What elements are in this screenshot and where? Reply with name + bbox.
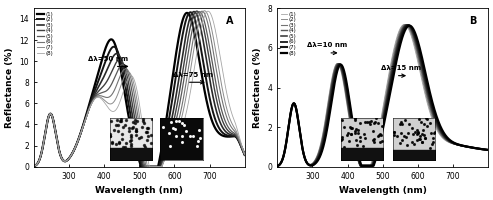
Y-axis label: Reflectance (%): Reflectance (%) <box>5 47 14 128</box>
Text: Δλ=15 nm: Δλ=15 nm <box>381 65 421 71</box>
X-axis label: Wavelength (nm): Wavelength (nm) <box>95 186 183 195</box>
Text: A: A <box>226 16 233 26</box>
Text: Δλ=10 nm: Δλ=10 nm <box>307 42 348 48</box>
Text: Δλ=75 nm: Δλ=75 nm <box>173 72 213 78</box>
Legend: (1), (2), (3), (4), (5), (6), (7), (8): (1), (2), (3), (4), (5), (6), (7), (8) <box>36 11 53 56</box>
Text: B: B <box>469 16 477 26</box>
Legend: (1), (2), (3), (4), (5), (6), (7), (8): (1), (2), (3), (4), (5), (6), (7), (8) <box>280 11 297 56</box>
Y-axis label: Reflectance (%): Reflectance (%) <box>253 47 262 128</box>
Text: Δλ=50 nm: Δλ=50 nm <box>88 56 129 62</box>
X-axis label: Wavelength (nm): Wavelength (nm) <box>339 186 426 195</box>
